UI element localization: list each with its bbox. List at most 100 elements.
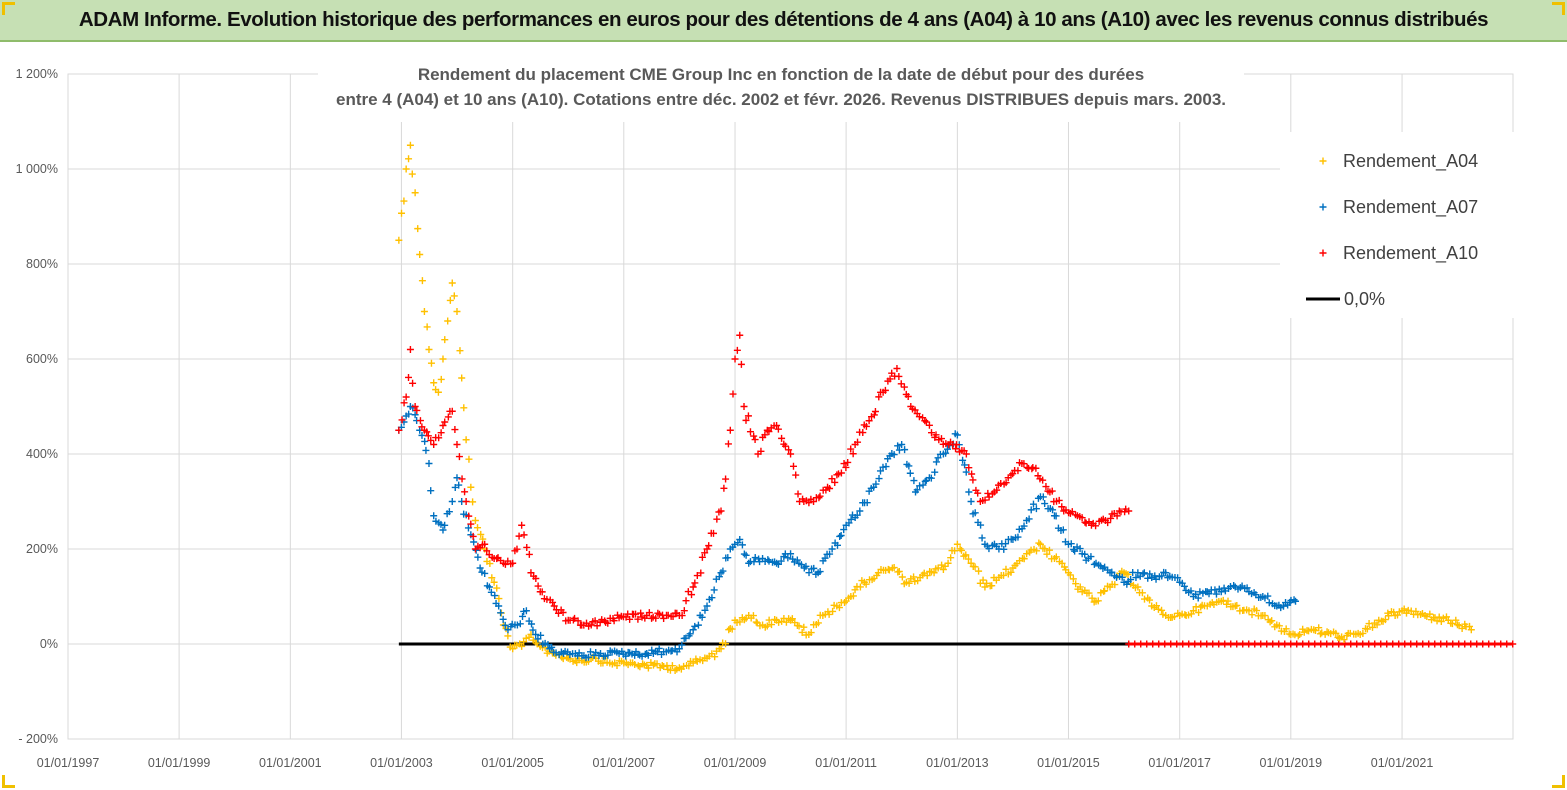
data-point — [1085, 589, 1093, 597]
data-point — [1294, 632, 1302, 640]
legend-label: Rendement_A04 — [1343, 151, 1478, 172]
data-point — [844, 458, 852, 466]
legend-item: Rendement_A10 — [1319, 243, 1478, 264]
data-point — [1041, 500, 1049, 508]
data-point — [710, 529, 718, 537]
data-point — [1029, 463, 1037, 471]
data-point — [513, 545, 521, 553]
legend-plus-icon — [1319, 249, 1327, 257]
data-point — [740, 550, 748, 558]
data-point — [402, 393, 410, 401]
chart-title-line: Rendement du placement CME Group Inc en … — [418, 65, 1144, 84]
data-point — [872, 480, 880, 488]
data-point — [1124, 571, 1132, 579]
data-point — [736, 331, 744, 339]
data-point — [587, 621, 595, 629]
data-point — [943, 445, 951, 453]
data-point — [591, 617, 599, 625]
data-point — [1141, 595, 1148, 603]
data-point — [742, 416, 750, 424]
data-point — [746, 428, 754, 436]
data-point — [951, 547, 959, 555]
data-point — [437, 429, 445, 437]
data-point — [1158, 572, 1166, 580]
data-point — [537, 631, 545, 639]
data-point — [1134, 583, 1142, 591]
data-point — [1138, 589, 1146, 597]
data-point — [774, 425, 782, 433]
data-point — [1443, 640, 1451, 648]
data-point — [655, 610, 663, 618]
data-point — [1045, 546, 1053, 554]
data-point — [1101, 587, 1109, 595]
data-point — [441, 418, 449, 426]
data-point — [1248, 611, 1256, 619]
data-point — [1043, 550, 1051, 558]
legend-item: Rendement_A04 — [1319, 151, 1478, 172]
data-point — [1092, 522, 1100, 530]
data-point — [703, 602, 711, 610]
data-point — [593, 622, 601, 630]
data-point — [1205, 590, 1213, 598]
data-point — [534, 582, 542, 590]
data-point — [1140, 569, 1148, 577]
data-point — [890, 564, 898, 572]
data-point — [1290, 596, 1298, 604]
data-point — [1049, 506, 1057, 514]
data-point — [1293, 640, 1301, 648]
plot-area — [395, 141, 1517, 674]
data-point — [549, 598, 557, 606]
data-point — [1139, 570, 1147, 578]
data-point — [520, 531, 528, 539]
data-point — [728, 625, 736, 633]
data-point — [763, 622, 771, 630]
data-point — [1299, 640, 1307, 648]
data-point — [1191, 640, 1199, 648]
data-point — [750, 432, 758, 440]
data-point — [458, 475, 466, 483]
data-point — [840, 526, 848, 534]
data-point — [493, 584, 501, 592]
data-point — [1217, 588, 1225, 596]
banner-title: ADAM Informe. Evolution historique des p… — [78, 8, 1489, 31]
data-point — [921, 417, 929, 425]
data-point — [425, 346, 433, 353]
data-point — [1230, 582, 1238, 590]
data-point — [886, 375, 894, 383]
data-point — [450, 292, 458, 300]
data-point — [1179, 640, 1187, 648]
data-point — [930, 569, 938, 577]
data-point — [1332, 629, 1340, 637]
data-point — [787, 450, 795, 458]
data-point — [1002, 540, 1010, 548]
data-point — [1007, 568, 1015, 576]
data-point — [971, 563, 979, 571]
data-point — [876, 467, 884, 475]
data-point — [1245, 607, 1253, 615]
data-point — [411, 403, 419, 410]
data-point — [453, 474, 461, 482]
data-point — [688, 591, 696, 599]
data-point — [1000, 545, 1008, 553]
data-point — [465, 455, 473, 463]
data-point — [1041, 545, 1049, 553]
data-point — [1479, 640, 1487, 648]
legend-label: Rendement_A07 — [1343, 197, 1478, 218]
data-point — [789, 462, 797, 470]
data-point — [983, 579, 991, 587]
data-point — [1162, 569, 1170, 577]
data-point — [1215, 640, 1223, 648]
data-point — [1087, 553, 1095, 561]
data-point — [691, 622, 699, 630]
x-tick-label: 01/01/2001 — [259, 756, 322, 770]
data-point — [853, 511, 861, 519]
data-point — [764, 556, 772, 564]
data-point — [985, 545, 993, 553]
data-point — [423, 428, 431, 436]
y-tick-label: 800% — [26, 257, 58, 271]
data-point — [778, 434, 786, 442]
data-point — [678, 612, 686, 620]
data-point — [1180, 582, 1188, 590]
data-point — [881, 386, 889, 394]
data-point — [1211, 586, 1219, 594]
